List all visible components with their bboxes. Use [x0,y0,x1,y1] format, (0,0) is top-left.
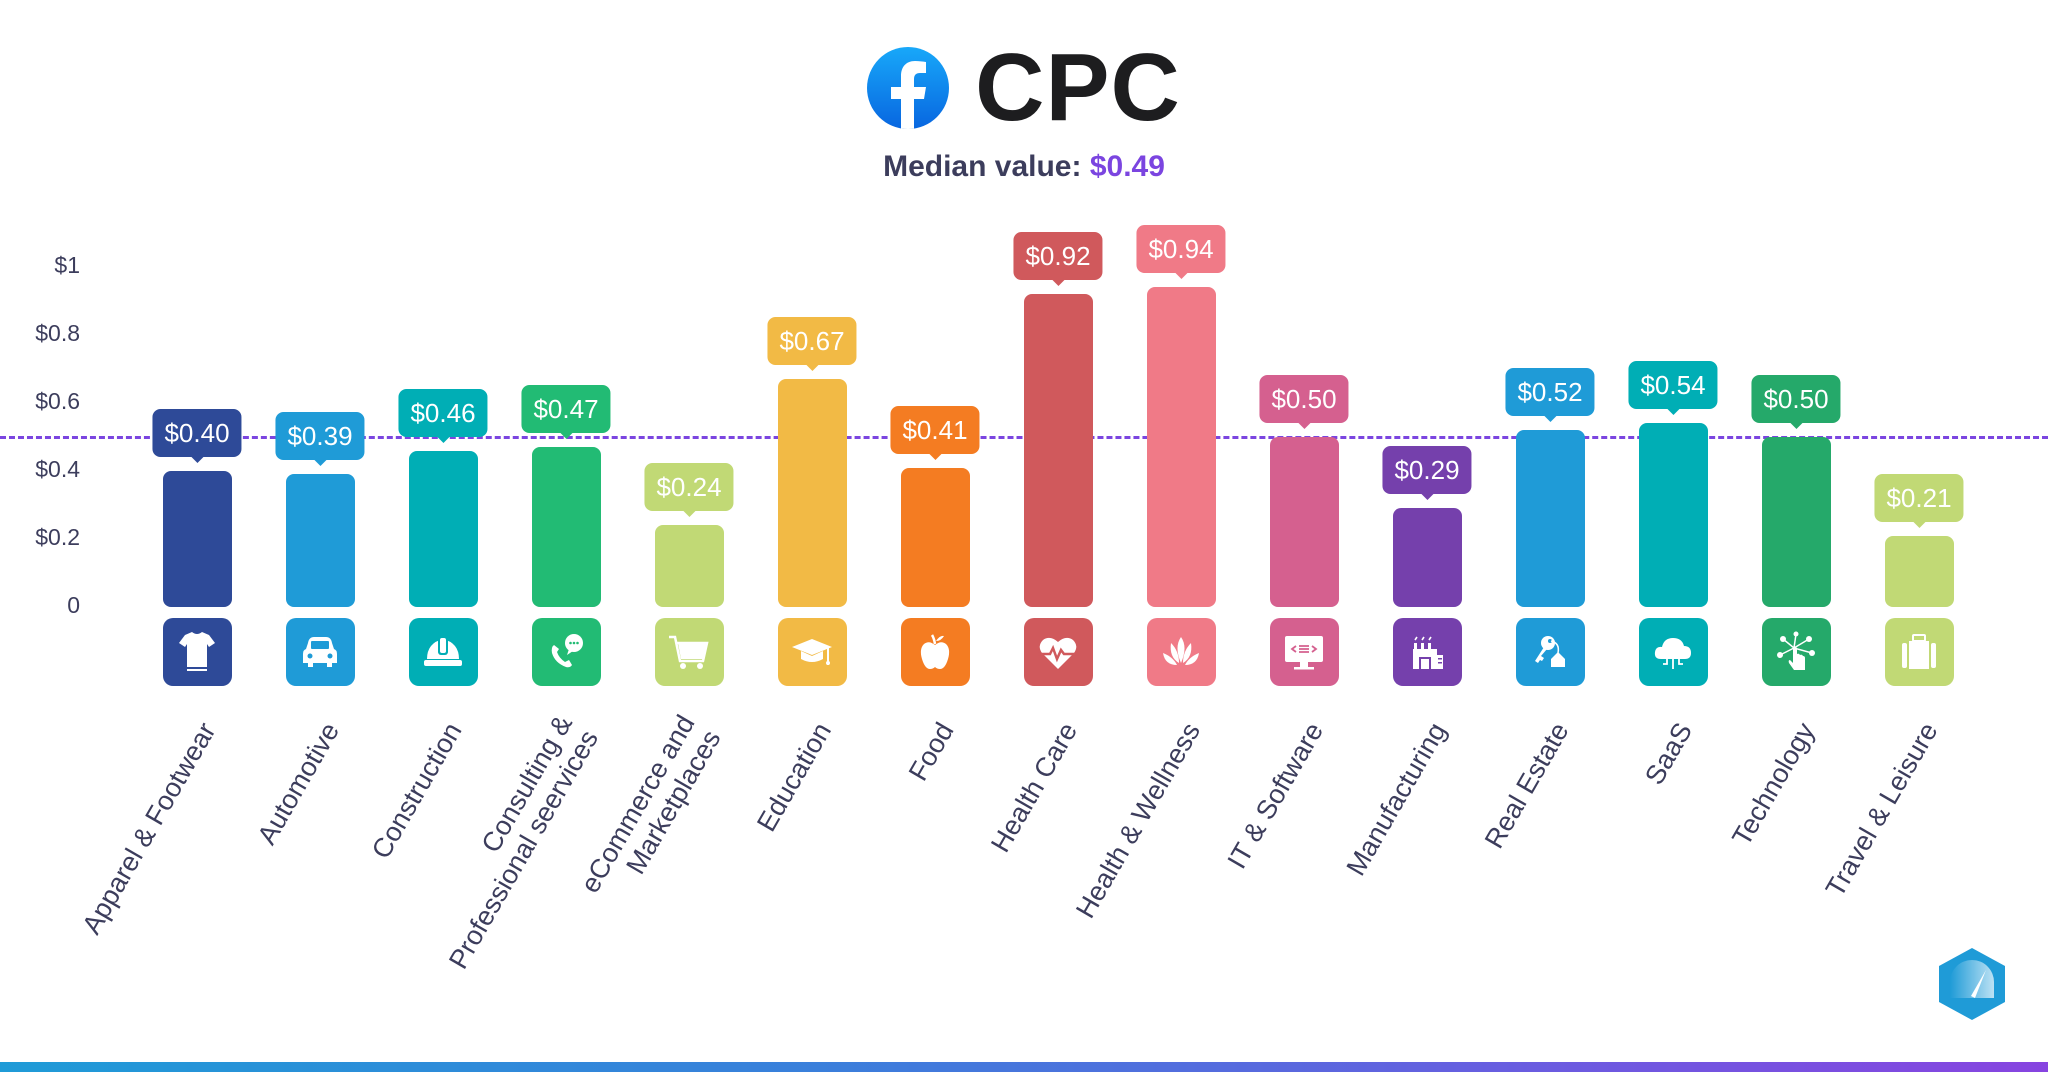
category-label: Health & Wellness [1070,718,1206,924]
bar [531,447,601,607]
bar [162,471,232,607]
y-tick-label: $0.8 [35,320,80,346]
value-label: $0.50 [1751,375,1841,429]
bottom-gradient-bar [0,1062,2048,1072]
category-label: Education [751,718,837,837]
chart-header: CPC Median value: $0.49 [0,38,2048,184]
category-label: Technology [1727,718,1821,851]
car-icon [285,618,355,686]
value-label: $0.40 [152,409,242,463]
tshirt-icon [162,618,232,686]
bar [777,379,847,607]
value-label: $0.52 [1505,368,1595,423]
bar [1269,437,1339,607]
category-label: IT & Software [1221,718,1329,874]
category-label-line: Education [750,717,837,837]
value-label: $0.21 [1874,473,1964,528]
category-label-line: IT & Software [1221,717,1329,874]
title-row: CPC [0,38,2048,138]
category-label-line: Health & Wellness [1069,717,1206,924]
category-label: Travel & Leisure [1820,718,1944,902]
y-tick-label: $1 [54,252,80,278]
hard-hat-icon [408,618,478,686]
shopping-cart-icon [654,618,724,686]
heartbeat-icon [1023,618,1093,686]
graduation-cap-icon [777,618,847,686]
bar [1884,535,1954,607]
factory-icon [1392,618,1462,686]
apple-icon [900,618,970,686]
y-tick-label: 0 [67,592,80,618]
bar [285,474,355,607]
category-label-line: Apparel & Footwear [76,717,222,940]
category-label-line: SaaS [1638,717,1698,790]
network-touch-icon [1761,618,1831,686]
code-monitor-icon [1269,618,1339,686]
category-label-line: Health Care [984,717,1083,858]
bar [1638,423,1708,607]
category-label-line: Manufacturing [1340,717,1452,881]
category-label: SaaS [1639,718,1698,790]
category-label: Health Care [985,718,1083,858]
value-label: $0.94 [1136,225,1226,280]
value-label: $0.67 [767,317,857,372]
brand-hexagon-icon [1937,946,2007,1022]
house-key-icon [1515,618,1585,686]
value-label: $0.47 [521,385,611,440]
phone-chat-icon [531,618,601,686]
value-label: $0.24 [644,463,734,518]
y-tick-label: $0.2 [35,524,80,550]
suitcase-icon [1884,618,1954,686]
value-label: $0.92 [1013,232,1103,287]
value-label: $0.54 [1628,361,1718,416]
cloud-icon [1638,618,1708,686]
category-label: Real Estate [1479,718,1575,854]
bar [1515,430,1585,607]
facebook-icon [867,47,950,129]
value-label: $0.46 [398,388,488,443]
y-tick-label: $0.4 [35,456,80,482]
category-label-line: Real Estate [1479,717,1575,854]
category-label: Food [903,718,960,786]
category-label: Automotive [251,718,345,850]
bar [1023,294,1093,607]
value-label: $0.39 [275,412,365,467]
category-label-line: Food [903,717,960,786]
bar [1146,287,1216,607]
chart-subtitle: Median value: $0.49 [0,150,2048,184]
category-label-line: Travel & Leisure [1820,717,1944,902]
value-label: $0.50 [1259,375,1349,429]
category-label-line: Automotive [251,717,345,850]
bar [1761,437,1831,607]
bar [408,450,478,607]
category-label: Apparel & Footwear [77,718,222,940]
lotus-icon [1146,618,1216,686]
category-label: Manufacturing [1340,718,1452,881]
median-label: Median value: [883,150,1082,183]
value-label: $0.29 [1382,446,1472,501]
category-label: Construction [366,718,468,864]
median-value: $0.49 [1089,150,1165,183]
category-label-line: Construction [366,717,468,864]
y-tick-label: $0.6 [35,388,80,414]
bar [654,525,724,607]
bar [1392,508,1462,607]
bar [900,467,970,607]
value-label: $0.41 [890,405,980,460]
category-label-line: Technology [1726,717,1821,851]
chart-title: CPC [975,34,1181,141]
